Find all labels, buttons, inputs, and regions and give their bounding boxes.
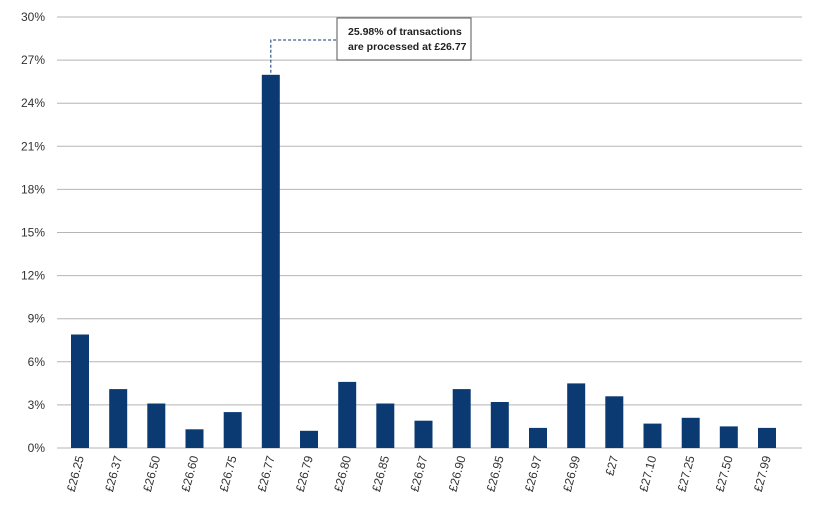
bar xyxy=(490,402,509,448)
x-tick-label: £27.50 xyxy=(713,454,736,493)
x-tick-label: £26.80 xyxy=(331,454,354,493)
callout-text-line-2: are processed at £26.77 xyxy=(348,41,467,53)
bar xyxy=(414,420,433,448)
bar xyxy=(338,381,357,448)
x-tick-label: £26.60 xyxy=(178,454,201,493)
x-tick-label: £26.77 xyxy=(255,454,278,493)
x-axis-ticks: £26.25 £26.37 £26.50 £26.60 £26.75 £26.77 £26.… xyxy=(64,454,774,493)
x-tick-label: £26.85 xyxy=(369,454,392,493)
x-tick-label: £26.90 xyxy=(446,454,469,493)
y-tick-label: 9% xyxy=(28,312,46,326)
y-tick-label: 3% xyxy=(28,398,46,412)
y-tick-label: 0% xyxy=(28,441,46,455)
x-tick-label: £26.87 xyxy=(407,454,430,493)
callout-box xyxy=(336,17,472,61)
x-tick-label: £26.79 xyxy=(293,454,316,493)
bar xyxy=(605,396,624,448)
bar xyxy=(300,430,318,448)
y-tick-label: 6% xyxy=(28,355,46,369)
y-tick-label: 21% xyxy=(21,139,45,153)
bar xyxy=(452,389,471,448)
y-tick-label: 30% xyxy=(21,10,45,24)
y-tick-label: 24% xyxy=(21,96,45,110)
y-tick-label: 15% xyxy=(21,226,45,240)
bar xyxy=(223,412,242,448)
x-tick-label: £27.10 xyxy=(636,454,659,493)
x-tick-label: £26.97 xyxy=(522,454,545,493)
y-tick-label: 12% xyxy=(21,269,45,283)
x-tick-label: £26.25 xyxy=(64,454,87,493)
bar xyxy=(681,417,700,448)
bar xyxy=(758,427,776,448)
callout-text-line-1: 25.98% of transactions xyxy=(348,26,462,38)
gridlines xyxy=(57,16,802,449)
x-tick-label: £27.99 xyxy=(751,454,774,493)
bar xyxy=(185,429,204,448)
y-tick-label: 27% xyxy=(21,53,45,67)
bar xyxy=(529,427,547,448)
callout-leader-line xyxy=(270,39,337,73)
y-tick-label: 18% xyxy=(21,182,45,196)
x-tick-label: £27.25 xyxy=(675,454,698,493)
annotation-callout: 25.98% of transactions are processed at … xyxy=(270,17,472,73)
bar xyxy=(719,426,738,448)
bar xyxy=(71,334,89,448)
bar xyxy=(147,403,166,448)
bars xyxy=(71,74,776,449)
x-tick-label: £26.37 xyxy=(102,454,125,493)
x-tick-label: £26.50 xyxy=(140,454,163,493)
x-tick-label: £26.75 xyxy=(217,454,240,493)
x-tick-label: £26.95 xyxy=(484,454,507,493)
bar xyxy=(109,389,128,448)
x-tick-label: £27 xyxy=(602,454,621,477)
bar xyxy=(643,423,662,448)
bar xyxy=(376,403,395,448)
bar xyxy=(567,383,586,448)
y-axis-ticks: 0% 3% 6% 9% 12% 15% 18% 21% 24% 27% 30% xyxy=(21,10,45,455)
x-tick-label: £26.99 xyxy=(560,454,583,493)
bar xyxy=(261,74,280,449)
